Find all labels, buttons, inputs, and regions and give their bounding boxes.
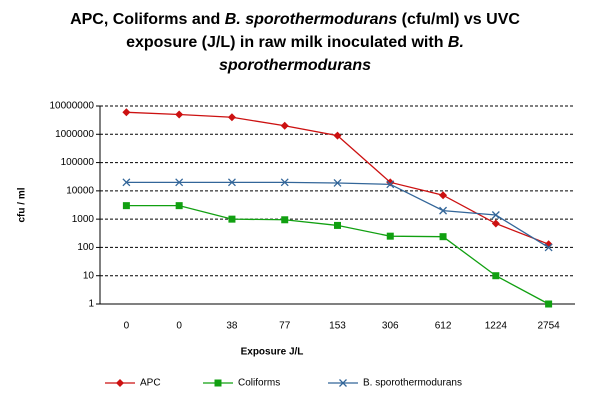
marker [122,108,131,117]
series-line [126,181,549,248]
marker [439,233,447,241]
marker [175,178,184,187]
x-tick-label: 153 [329,321,346,332]
title-part: B. sporothermodurans [224,11,398,28]
marker [175,110,184,119]
marker [122,178,131,187]
marker [334,221,341,229]
y-tick-label: 1 [88,299,94,310]
x-tick-label: 1224 [485,321,508,332]
x-tick-label: 0 [124,321,130,332]
x-tick-label: 306 [382,321,399,332]
marker [545,300,553,308]
marker [214,379,222,387]
legend-label: APC [140,378,161,389]
y-tick-label: 10000 [66,185,94,196]
marker [491,211,500,219]
marker [228,215,236,223]
legend-label: B. sporothermodurans [363,378,462,389]
series-line [126,204,549,305]
marker [386,232,394,240]
marker [122,202,130,210]
marker [281,216,289,224]
title-part: (cfu/ml) vs UVC exposure (J/L) in raw mi… [126,11,520,51]
y-tick-label: 100000 [61,157,95,168]
marker [439,191,448,200]
marker [333,179,342,187]
marker [491,219,500,228]
y-axis-label: cfu / ml [17,187,28,222]
chart-title: APC, Coliforms and B. sporothermodurans … [60,8,530,77]
y-tick-label: 1000000 [55,129,94,140]
x-axis-label: Exposure J/L [241,347,304,358]
x-tick-label: 77 [279,321,291,332]
x-tick-label: 38 [226,321,238,332]
marker [544,243,553,252]
x-tick-label: 2754 [537,321,560,332]
marker [175,202,183,210]
title-part: B. sporothermodurans [218,34,464,74]
y-tick-label: 10000000 [50,101,95,112]
marker [227,113,236,122]
y-tick-label: 10 [83,270,95,281]
marker [280,121,289,130]
x-tick-label: 612 [435,321,452,332]
title-part: APC, Coliforms and [70,11,225,28]
marker [333,131,342,140]
y-tick-label: 100 [77,242,94,253]
marker [386,180,395,189]
marker [439,206,448,215]
marker [227,178,236,187]
legend-label: Coliforms [238,378,280,389]
marker [492,272,500,280]
marker [116,379,124,387]
x-tick-label: 0 [176,321,182,332]
y-tick-label: 1000 [72,214,95,225]
marker [280,178,289,187]
marker [339,379,347,387]
